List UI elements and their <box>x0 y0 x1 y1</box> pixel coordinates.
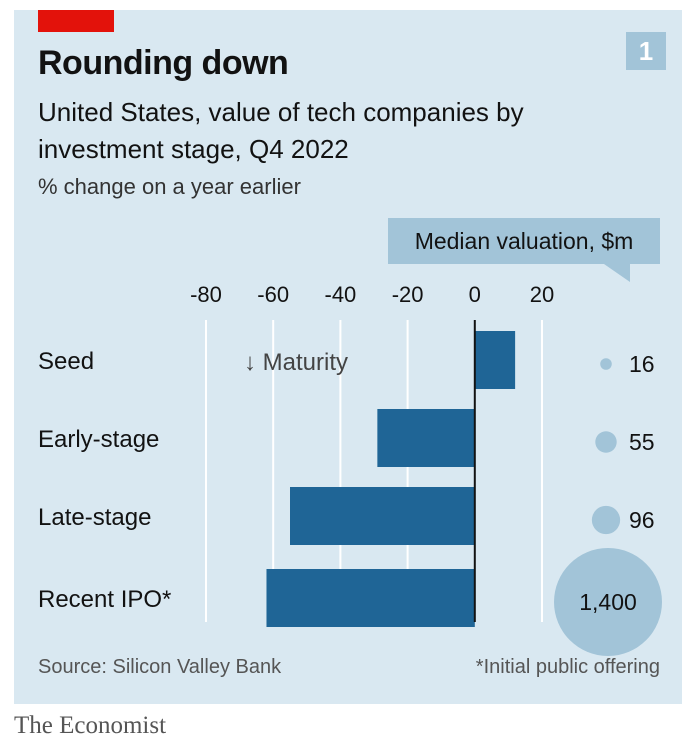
bar <box>474 331 516 389</box>
source-note: Source: Silicon Valley Bank <box>38 656 282 678</box>
category-label: Late-stage <box>38 504 151 531</box>
valuation-label: 55 <box>629 429 655 455</box>
bar-chart: -80 -60 -40 -20 0 20 Seed Early-stage Late-stag… <box>38 282 662 656</box>
valuation-bubble <box>595 431 617 453</box>
bar <box>266 569 475 627</box>
chart-subtitle: United States, value of tech companies b… <box>38 97 524 164</box>
maturity-annotation: ↓ Maturity <box>244 349 348 376</box>
category-label: Early-stage <box>38 426 159 453</box>
category-label: Recent IPO* <box>38 586 171 613</box>
category-label: Seed <box>38 348 94 375</box>
valuation-bubble <box>554 548 662 656</box>
x-tick-label: -40 <box>325 282 357 307</box>
chart-number-badge: 1 <box>626 32 666 70</box>
x-tick-label: 0 <box>469 282 481 307</box>
legend-title: Median valuation, $m <box>388 218 660 264</box>
footnote: *Initial public offering <box>475 656 660 678</box>
x-tick-label: 20 <box>530 282 554 307</box>
chart-title: Rounding down <box>38 44 289 82</box>
bars: Seed Early-stage Late-stage Recent IPO* <box>38 331 516 627</box>
chart-units: % change on a year earlier <box>38 174 301 199</box>
valuation-bubbles: 16 55 96 1,400 <box>554 351 662 656</box>
legend-pointer <box>604 264 630 282</box>
brand-tag <box>38 10 114 32</box>
x-tick-label: -80 <box>190 282 222 307</box>
valuation-bubble <box>600 358 612 370</box>
bar <box>377 409 475 467</box>
valuation-bubble <box>591 505 621 535</box>
publisher-logo: The Economist <box>14 712 167 739</box>
chart-panel: 1 Rounding down United States, value of … <box>14 10 682 704</box>
valuation-label: 1,400 <box>579 589 637 615</box>
valuation-label: 16 <box>629 351 655 377</box>
x-tick-label: -20 <box>392 282 424 307</box>
valuation-label: 96 <box>629 507 655 533</box>
x-tick-label: -60 <box>257 282 289 307</box>
bar <box>290 487 475 545</box>
